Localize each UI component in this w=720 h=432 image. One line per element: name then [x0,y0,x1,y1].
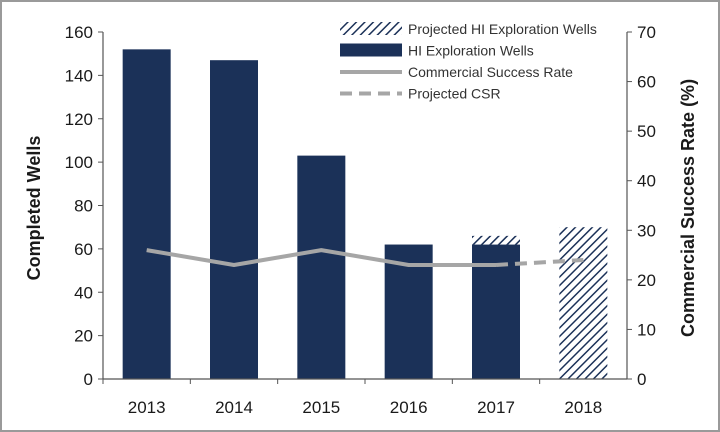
commercial-success-rate-line [146,248,496,267]
y2-tick-label: 40 [637,172,656,191]
x-tick-label: 2014 [215,398,253,417]
y-tick-label: 140 [65,66,93,85]
x-tick-label: 2017 [477,398,515,417]
y2-axis-title: Commercial Success Rate (%) [678,79,698,337]
y-tick-label: 40 [74,283,93,302]
bars-group [122,49,608,379]
y-tick-label: 20 [74,327,93,346]
y2-tick-label: 60 [637,73,656,92]
y2-tick-label: 10 [637,320,656,339]
y-tick-label: 60 [74,240,93,259]
projected-bar-2017 [472,235,520,245]
axes-group: 0 20 40 60 80 100 120 140 160 0 10 20 30 40 50 60 70 2013… [65,23,656,417]
y-tick-label: 160 [65,23,93,42]
bar-2014 [210,60,258,379]
lines-group [146,248,584,267]
y-tick-label: 0 [84,370,93,389]
legend-swatch-hi-exploration-wells [340,43,402,57]
legend-swatch-projected-hi-exploration-wells [340,22,402,35]
x-tick-label: 2015 [302,398,340,417]
y2-tick-label: 50 [637,122,656,141]
bar-2015 [297,155,346,379]
y-tick-label: 100 [65,153,93,172]
projected-bar-2018 [559,227,608,379]
y-axis-title: Completed Wells [24,136,44,281]
legend-label-projected-csr: Projected CSR [408,86,501,102]
bar-2013 [122,49,171,379]
projected-csr-line [495,258,584,267]
y-tick-label: 120 [65,110,93,129]
y-tick-label: 80 [74,197,93,216]
y2-tick-label: 70 [637,23,656,42]
legend-label-projected-hi-exploration-wells: Projected HI Exploration Wells [408,21,597,37]
legend-label-commercial-success-rate: Commercial Success Rate [408,64,573,80]
legend-label-hi-exploration-wells: HI Exploration Wells [408,43,534,59]
y2-tick-label: 20 [637,271,656,290]
x-tick-label: 2016 [390,398,428,417]
x-tick-label: 2018 [564,398,602,417]
legend: Projected HI Exploration Wells HI Explora… [340,21,597,102]
y2-tick-label: 0 [637,370,646,389]
y2-tick-label: 30 [637,221,656,240]
x-tick-label: 2013 [128,398,166,417]
